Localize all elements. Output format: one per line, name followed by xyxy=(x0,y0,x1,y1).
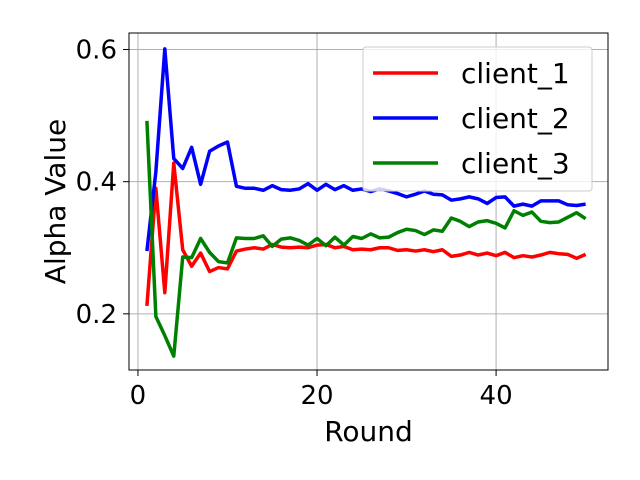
legend-label-client-3: client_3 xyxy=(461,147,570,180)
series-line-client-1 xyxy=(145,161,587,307)
series-line-client-3 xyxy=(145,120,587,358)
y-tick-label: 0.4 xyxy=(76,168,117,198)
x-tick-label: 0 xyxy=(130,381,147,411)
x-axis-ticks: 0 20 40 xyxy=(130,370,513,411)
legend-label-client-1: client_1 xyxy=(461,57,570,90)
y-axis-label: Alpha Value xyxy=(39,119,72,284)
x-axis-label: Round xyxy=(324,415,413,448)
legend-label-client-2: client_2 xyxy=(461,102,570,135)
legend-items: client_1 client_2 client_3 xyxy=(373,57,570,180)
legend: client_1 client_2 client_3 xyxy=(362,46,593,192)
y-tick-label: 0.6 xyxy=(76,36,117,66)
x-tick-label: 20 xyxy=(300,381,333,411)
legend-box xyxy=(362,46,593,192)
x-tick-label: 40 xyxy=(480,381,513,411)
y-axis-ticks: 0.2 0.4 0.6 xyxy=(76,36,129,330)
y-tick-label: 0.2 xyxy=(76,300,117,330)
plot-frame xyxy=(128,32,609,371)
